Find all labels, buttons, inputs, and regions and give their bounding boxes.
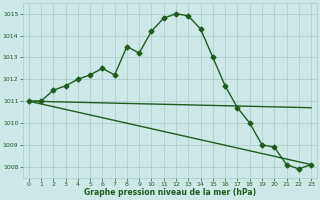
X-axis label: Graphe pression niveau de la mer (hPa): Graphe pression niveau de la mer (hPa) [84, 188, 256, 197]
